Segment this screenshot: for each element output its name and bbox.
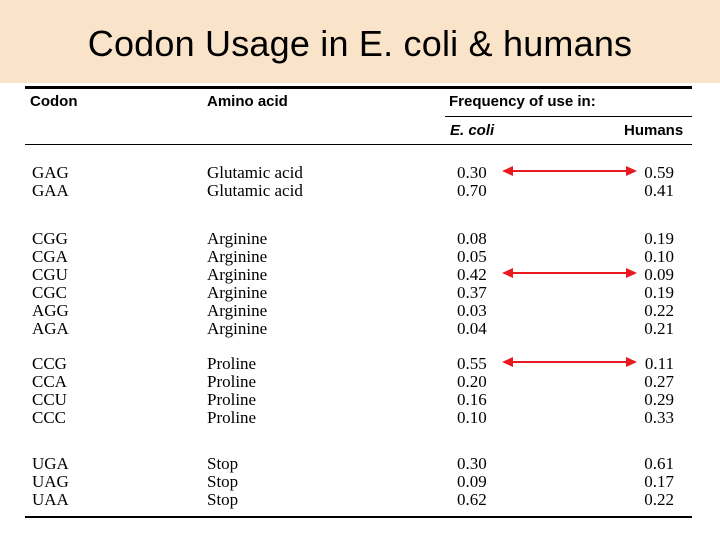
codon-cell: CGG — [32, 229, 68, 248]
amino-acid-cell: Arginine — [207, 319, 268, 338]
humans-frequency-cell: 0.41 — [644, 181, 674, 200]
amino-acid-cell: Stop — [207, 490, 239, 509]
arrow-head-right — [626, 357, 637, 367]
codon-cell: CCC — [32, 408, 67, 427]
amino-acid-cell: Arginine — [207, 301, 268, 320]
header-ecoli: E. coli — [450, 122, 495, 139]
humans-frequency-cell: 0.19 — [644, 283, 674, 302]
amino-acid-cell: Proline — [207, 372, 257, 391]
header-amino-acid: Amino acid — [207, 93, 288, 110]
ecoli-frequency-cell: 0.70 — [457, 181, 487, 200]
codon-cell: AGA — [32, 319, 69, 338]
codon-cell: UAG — [32, 472, 69, 491]
ecoli-frequency-cell: 0.09 — [457, 472, 487, 491]
ecoli-frequency-cell: 0.10 — [457, 408, 487, 427]
codon-cell: CCA — [32, 372, 67, 391]
humans-frequency-cell: 0.22 — [644, 301, 674, 320]
ecoli-frequency-cell: 0.16 — [457, 390, 487, 409]
humans-frequency-cell: 0.10 — [644, 247, 674, 266]
ecoli-frequency-cell: 0.55 — [457, 354, 487, 373]
table-top-rule — [25, 86, 692, 89]
ecoli-frequency-cell: 0.37 — [457, 283, 487, 302]
arrow-head-left — [502, 357, 513, 367]
codon-cell: UGA — [32, 454, 69, 473]
codon-cell: GAA — [32, 181, 69, 200]
arrow-head-right — [626, 166, 637, 176]
slide-title: Codon Usage in E. coli & humans — [87, 23, 633, 64]
amino-acid-cell: Stop — [207, 472, 239, 491]
humans-frequency-cell: 0.17 — [644, 472, 674, 491]
arrow-head-left — [502, 166, 513, 176]
arrow-head-right — [626, 268, 637, 278]
amino-acid-cell: Arginine — [207, 247, 268, 266]
humans-frequency-cell: 0.33 — [644, 408, 674, 427]
table-bottom-rule — [25, 516, 692, 518]
codon-cell: CCG — [32, 354, 67, 373]
header-frequency: Frequency of use in: — [449, 93, 596, 110]
ecoli-frequency-cell: 0.62 — [457, 490, 487, 509]
humans-frequency-cell: 0.61 — [644, 454, 674, 473]
amino-acid-cell: Arginine — [207, 229, 268, 248]
amino-acid-cell: Glutamic acid — [207, 163, 303, 182]
ecoli-frequency-cell: 0.04 — [457, 319, 487, 338]
humans-frequency-cell: 0.09 — [644, 265, 674, 284]
ecoli-frequency-cell: 0.08 — [457, 229, 487, 248]
header-codon: Codon — [30, 93, 78, 110]
codon-cell: AGG — [32, 301, 69, 320]
amino-acid-cell: Proline — [207, 408, 257, 427]
humans-frequency-cell: 0.19 — [644, 229, 674, 248]
header-bottom-rule — [25, 144, 692, 145]
humans-frequency-cell: 0.11 — [644, 354, 674, 373]
amino-acid-cell: Proline — [207, 390, 257, 409]
header-humans: Humans — [624, 122, 684, 139]
codon-cell: CGA — [32, 247, 68, 266]
ecoli-frequency-cell: 0.30 — [457, 454, 487, 473]
ecoli-frequency-cell: 0.20 — [457, 372, 487, 391]
amino-acid-cell: Stop — [207, 454, 239, 473]
arrow-head-left — [502, 268, 513, 278]
ecoli-frequency-cell: 0.42 — [457, 265, 487, 284]
title-bar — [0, 0, 720, 83]
amino-acid-cell: Arginine — [207, 283, 268, 302]
codon-cell: UAA — [32, 490, 69, 509]
ecoli-frequency-cell: 0.03 — [457, 301, 487, 320]
ecoli-frequency-cell: 0.30 — [457, 163, 487, 182]
codon-cell: CGU — [32, 265, 68, 284]
ecoli-frequency-cell: 0.05 — [457, 247, 487, 266]
amino-acid-cell: Glutamic acid — [207, 181, 303, 200]
humans-frequency-cell: 0.21 — [644, 319, 674, 338]
amino-acid-cell: Arginine — [207, 265, 268, 284]
frequency-subrule — [445, 116, 692, 117]
humans-frequency-cell: 0.59 — [644, 163, 674, 182]
amino-acid-cell: Proline — [207, 354, 257, 373]
codon-cell: GAG — [32, 163, 69, 182]
humans-frequency-cell: 0.22 — [644, 490, 674, 509]
codon-cell: CCU — [32, 390, 67, 409]
humans-frequency-cell: 0.27 — [644, 372, 674, 391]
humans-frequency-cell: 0.29 — [644, 390, 674, 409]
codon-cell: CGC — [32, 283, 67, 302]
